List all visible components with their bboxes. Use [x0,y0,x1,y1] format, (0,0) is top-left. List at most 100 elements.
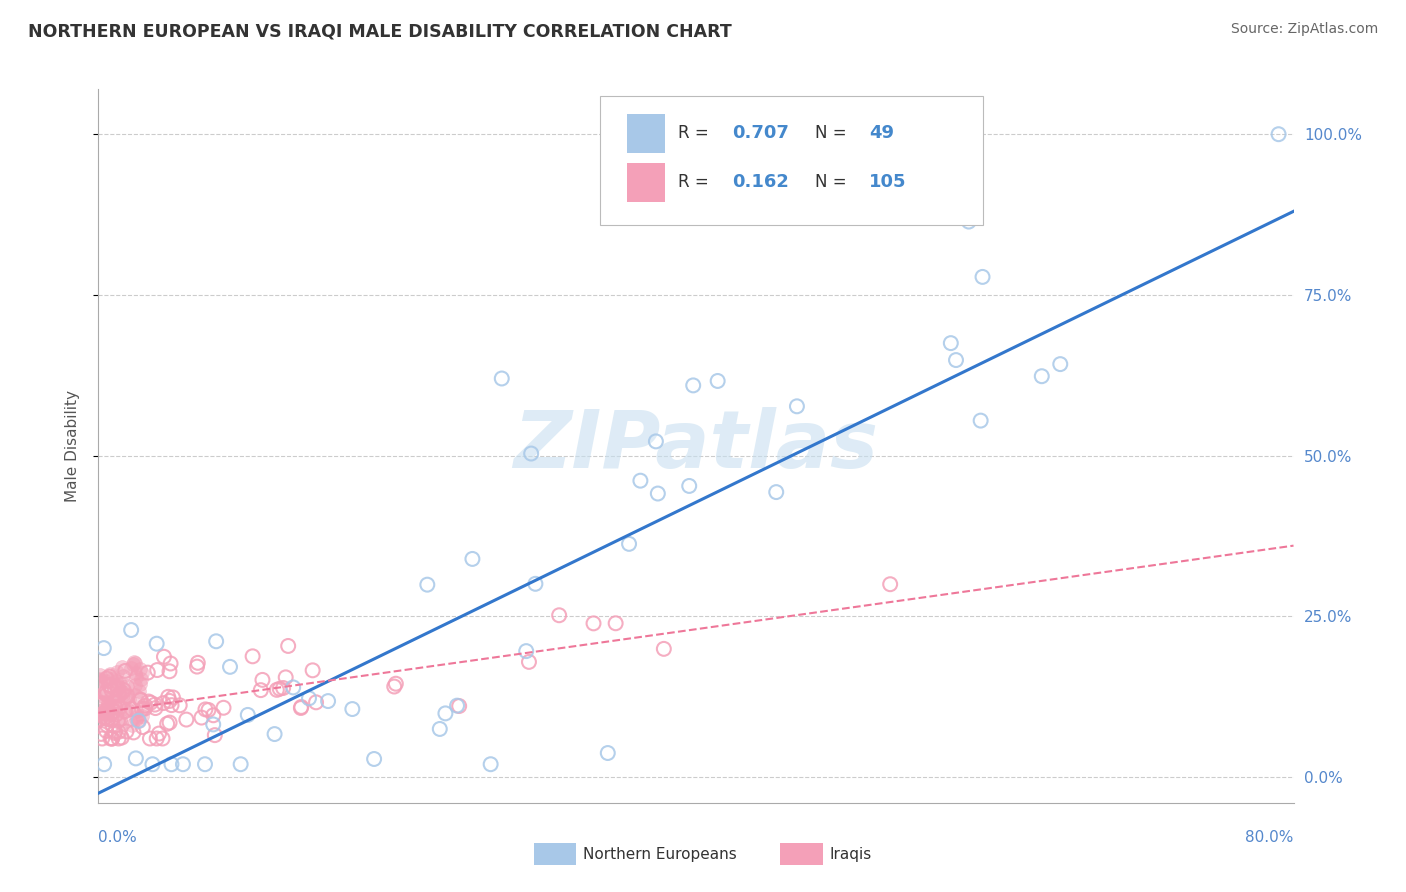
Point [132,720,155,734]
Point [1031,369,1053,384]
Point [129,693,152,707]
Point [97,683,120,698]
Point [229,757,252,772]
Point [98,678,121,692]
Point [491,371,513,385]
Point [146,663,169,677]
Point [263,727,285,741]
Point [617,537,640,551]
Point [129,692,152,706]
Point [159,657,181,671]
Point [957,214,980,228]
Text: N =: N = [815,125,852,143]
Point [98,666,121,681]
Point [107,681,129,696]
Point [129,672,152,686]
Point [128,683,150,698]
Point [121,702,143,716]
Point [169,698,191,713]
Point [515,644,537,658]
Point [96,718,118,732]
Point [242,649,264,664]
Point [548,608,571,623]
Point [1049,357,1071,371]
Point [104,724,127,739]
Point [110,715,132,730]
Point [382,680,405,694]
Point [429,722,451,736]
Point [111,685,134,699]
Point [94,686,117,700]
Point [122,657,145,671]
Point [143,698,166,712]
Point [152,696,174,710]
Point [290,701,312,715]
Point [969,414,991,428]
Point [129,662,152,676]
Point [131,665,153,680]
Point [162,690,184,705]
Text: 105: 105 [869,173,907,191]
Point [274,670,297,684]
Point [682,378,704,392]
Point [153,649,176,664]
Point [582,616,605,631]
Point [134,698,156,713]
Point [124,665,146,680]
Point [93,641,115,656]
Point [114,690,136,704]
Point [124,704,146,718]
Point [117,690,139,704]
Point [112,685,135,699]
Point [271,681,294,695]
Point [945,353,967,368]
Point [194,702,217,716]
Text: N =: N = [815,173,852,191]
Point [461,552,484,566]
Point [104,698,127,713]
Point [879,577,901,591]
Point [212,700,235,714]
Point [131,702,153,716]
Point [628,474,651,488]
Text: 0.707: 0.707 [733,125,789,143]
Point [596,746,619,760]
Text: ZIPatlas: ZIPatlas [513,407,879,485]
Point [122,725,145,739]
Point [91,706,114,720]
Point [89,698,111,713]
Point [479,757,502,772]
Point [647,486,669,500]
Point [187,656,209,670]
Point [131,708,153,723]
Point [678,479,700,493]
Point [172,757,194,772]
Point [97,696,120,710]
Point [305,695,328,709]
Point [124,678,146,692]
Point [449,699,471,714]
Point [434,706,457,721]
Point [652,641,675,656]
Point [96,703,118,717]
Point [96,684,118,698]
Point [139,731,162,746]
Point [121,717,143,731]
Point [100,699,122,714]
Point [112,688,135,702]
Point [98,670,121,684]
Point [87,673,110,687]
Point [605,616,627,631]
Point [363,752,385,766]
Point [96,688,118,702]
Text: Northern Europeans: Northern Europeans [583,847,737,862]
Point [252,673,274,687]
Point [160,757,183,772]
Point [90,699,112,714]
Point [107,724,129,739]
Point [100,706,122,721]
Point [1267,127,1289,141]
Point [111,659,134,673]
Point [236,707,259,722]
FancyBboxPatch shape [600,96,983,225]
